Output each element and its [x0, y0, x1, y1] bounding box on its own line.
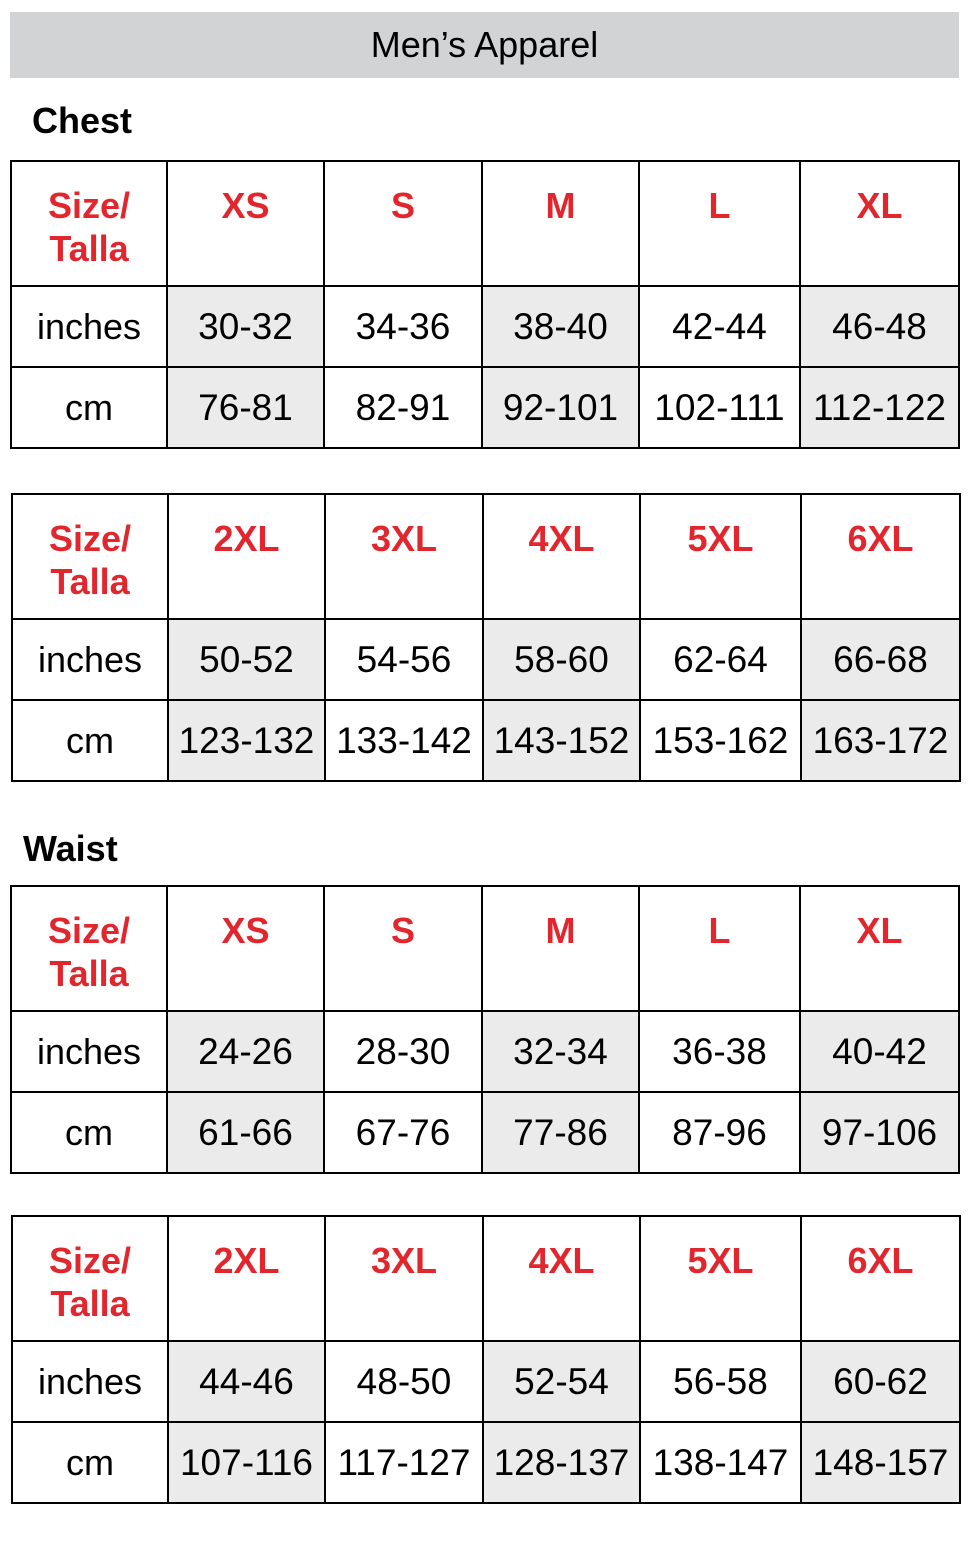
measurement-cell: 133-142 — [324, 699, 484, 782]
measurement-cell: 62-64 — [639, 618, 802, 701]
measurement-cell: 117-127 — [324, 1421, 484, 1504]
size-header-cell: 4XL — [482, 493, 641, 620]
size-label-cell: Size/Talla — [11, 493, 169, 620]
measurement-cell: 40-42 — [799, 1010, 960, 1093]
measurement-cell: 44-46 — [167, 1340, 326, 1423]
size-table-waist-1: Size/Talla XS S M L XL inches 24-26 28-30 32-34 36… — [10, 885, 960, 1174]
measurement-cell: 123-132 — [167, 699, 326, 782]
size-header-cell: L — [638, 160, 801, 287]
measurement-cell: 48-50 — [324, 1340, 484, 1423]
table-row-inches: inches 44-46 48-50 52-54 56-58 60-62 — [11, 1340, 961, 1423]
table-row-cm: cm 107-116 117-127 128-137 138-147 148-157 — [11, 1421, 961, 1504]
size-label-cell: Size/Talla — [10, 160, 168, 287]
measurement-cell: 128-137 — [482, 1421, 641, 1504]
size-header-cell: XL — [799, 160, 960, 287]
measurement-cell: 58-60 — [482, 618, 641, 701]
table-row-cm: cm 61-66 67-76 77-86 87-96 97-106 — [10, 1091, 960, 1174]
measurement-cell: 138-147 — [639, 1421, 802, 1504]
table-header-row: Size/Talla 2XL 3XL 4XL 5XL 6XL — [11, 1215, 961, 1342]
section-heading-chest: Chest — [32, 100, 133, 141]
unit-label-cell: inches — [10, 285, 168, 368]
unit-label-cell: inches — [11, 1340, 169, 1423]
measurement-cell: 82-91 — [323, 366, 483, 449]
size-table-chest-1: Size/Talla XS S M L XL inches 30-32 34-36 38-40 42… — [10, 160, 960, 449]
table-header-row: Size/Talla 2XL 3XL 4XL 5XL 6XL — [11, 493, 961, 620]
measurement-cell: 107-116 — [167, 1421, 326, 1504]
measurement-cell: 76-81 — [166, 366, 325, 449]
measurement-cell: 32-34 — [481, 1010, 640, 1093]
size-header-cell: 6XL — [800, 493, 961, 620]
measurement-cell: 34-36 — [323, 285, 483, 368]
size-header-cell: 4XL — [482, 1215, 641, 1342]
measurement-cell: 46-48 — [799, 285, 960, 368]
unit-label-cell: inches — [10, 1010, 168, 1093]
size-header-cell: 5XL — [639, 493, 802, 620]
size-table-chest-2: Size/Talla 2XL 3XL 4XL 5XL 6XL inches 50-52 54-5… — [11, 493, 961, 782]
measurement-cell: 87-96 — [638, 1091, 801, 1174]
size-header-cell: 3XL — [324, 1215, 484, 1342]
measurement-cell: 28-30 — [323, 1010, 483, 1093]
page-title-banner: Men’s Apparel — [10, 12, 959, 78]
size-header-cell: 2XL — [167, 1215, 326, 1342]
measurement-cell: 112-122 — [799, 366, 960, 449]
size-label-cell: Size/Talla — [11, 1215, 169, 1342]
unit-label-cell: cm — [11, 699, 169, 782]
size-header-cell: 3XL — [324, 493, 484, 620]
table-row-inches: inches 50-52 54-56 58-60 62-64 66-68 — [11, 618, 961, 701]
measurement-cell: 38-40 — [481, 285, 640, 368]
size-header-cell: S — [323, 885, 483, 1012]
measurement-cell: 102-111 — [638, 366, 801, 449]
size-header-cell: M — [481, 885, 640, 1012]
size-label-cell: Size/Talla — [10, 885, 168, 1012]
measurement-cell: 50-52 — [167, 618, 326, 701]
measurement-cell: 54-56 — [324, 618, 484, 701]
size-header-cell: 2XL — [167, 493, 326, 620]
measurement-cell: 36-38 — [638, 1010, 801, 1093]
table-row-cm: cm 123-132 133-142 143-152 153-162 163-172 — [11, 699, 961, 782]
table-row-inches: inches 24-26 28-30 32-34 36-38 40-42 — [10, 1010, 960, 1093]
measurement-cell: 42-44 — [638, 285, 801, 368]
measurement-cell: 60-62 — [800, 1340, 961, 1423]
size-header-cell: M — [481, 160, 640, 287]
measurement-cell: 148-157 — [800, 1421, 961, 1504]
size-header-cell: XS — [166, 885, 325, 1012]
unit-label-cell: inches — [11, 618, 169, 701]
section-heading-waist: Waist — [23, 828, 118, 869]
size-header-cell: L — [638, 885, 801, 1012]
size-header-cell: 5XL — [639, 1215, 802, 1342]
size-header-cell: XS — [166, 160, 325, 287]
measurement-cell: 143-152 — [482, 699, 641, 782]
measurement-cell: 56-58 — [639, 1340, 802, 1423]
size-header-cell: XL — [799, 885, 960, 1012]
measurement-cell: 61-66 — [166, 1091, 325, 1174]
measurement-cell: 97-106 — [799, 1091, 960, 1174]
measurement-cell: 153-162 — [639, 699, 802, 782]
size-header-cell: S — [323, 160, 483, 287]
unit-label-cell: cm — [11, 1421, 169, 1504]
unit-label-cell: cm — [10, 366, 168, 449]
measurement-cell: 67-76 — [323, 1091, 483, 1174]
measurement-cell: 30-32 — [166, 285, 325, 368]
measurement-cell: 66-68 — [800, 618, 961, 701]
measurement-cell: 52-54 — [482, 1340, 641, 1423]
measurement-cell: 92-101 — [481, 366, 640, 449]
table-header-row: Size/Talla XS S M L XL — [10, 160, 960, 287]
size-table-waist-2: Size/Talla 2XL 3XL 4XL 5XL 6XL inches 44-46 48-5… — [11, 1215, 961, 1504]
measurement-cell: 163-172 — [800, 699, 961, 782]
unit-label-cell: cm — [10, 1091, 168, 1174]
table-row-inches: inches 30-32 34-36 38-40 42-44 46-48 — [10, 285, 960, 368]
table-row-cm: cm 76-81 82-91 92-101 102-111 112-122 — [10, 366, 960, 449]
size-header-cell: 6XL — [800, 1215, 961, 1342]
page-title: Men’s Apparel — [370, 24, 599, 65]
measurement-cell: 77-86 — [481, 1091, 640, 1174]
measurement-cell: 24-26 — [166, 1010, 325, 1093]
table-header-row: Size/Talla XS S M L XL — [10, 885, 960, 1012]
